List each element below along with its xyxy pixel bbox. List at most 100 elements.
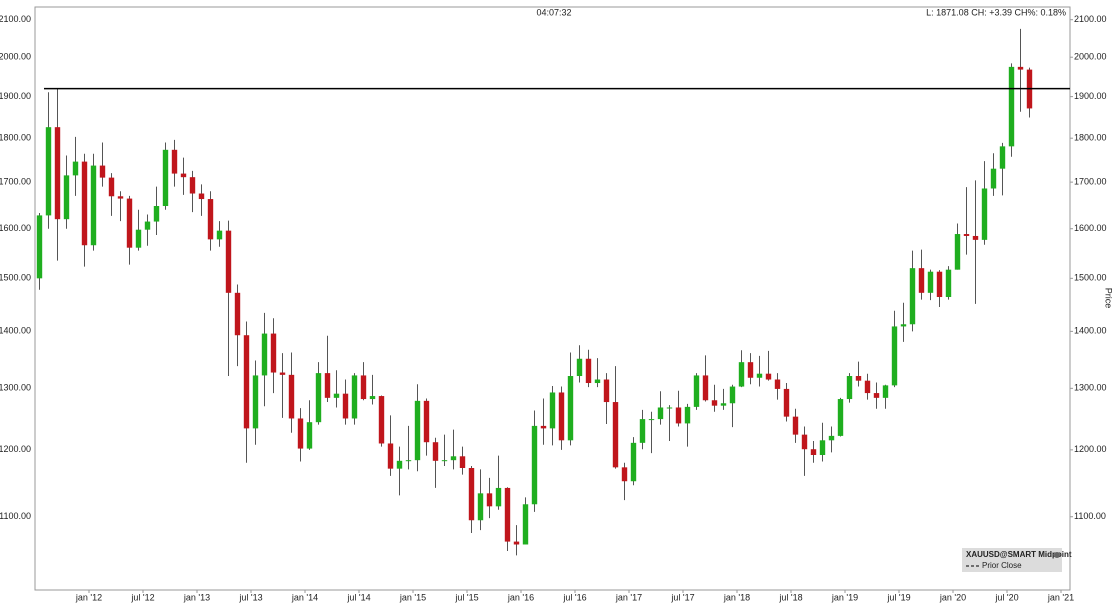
y-tick-label-right: 2000.00 [1074, 52, 1107, 62]
y-tick-label: 1500.00 [0, 273, 31, 283]
status: L: 1871.08 CH: +3.39 CH%: 0.18% [926, 7, 1066, 17]
candle-body [63, 175, 70, 220]
y-tick-label: 1300.00 [0, 383, 31, 393]
candle-body [351, 375, 358, 419]
candle-body [261, 333, 268, 376]
candle-body [918, 268, 925, 293]
candle-body [189, 177, 196, 194]
candle-body [513, 541, 520, 545]
candle-body [288, 374, 295, 419]
candle-body [927, 271, 934, 293]
candle-body [423, 400, 430, 443]
candle-body [279, 372, 286, 375]
candle-body [765, 373, 772, 380]
candle-body [1008, 66, 1015, 147]
y-tick-label-right: 1900.00 [1074, 91, 1107, 101]
x-tick-label: jan '12 [75, 592, 102, 602]
candle-body [315, 373, 322, 423]
x-tick-label: jul '16 [562, 592, 586, 602]
candle-body [549, 392, 556, 429]
candle-body [702, 375, 709, 401]
y-tick-label: 1900.00 [0, 91, 31, 101]
candle-body [162, 149, 169, 207]
candle-body [558, 392, 565, 441]
y-tick-label: 1200.00 [0, 444, 31, 454]
y-tick-label: 1100.00 [0, 511, 31, 521]
candle-body [306, 422, 313, 449]
x-tick-label: jan '17 [615, 592, 642, 602]
candle-body [837, 399, 844, 436]
candle-body [135, 229, 142, 248]
candle-body [270, 333, 277, 373]
x-tick-label: jul '19 [886, 592, 910, 602]
candle-body [432, 442, 439, 461]
x-tick-label: jan '21 [1047, 592, 1074, 602]
candle-body [684, 406, 691, 424]
candle-body [333, 393, 340, 398]
y-tick-label-right: 1600.00 [1074, 223, 1107, 233]
candle-body [126, 198, 133, 248]
candle-body [756, 373, 763, 378]
candle-body [81, 161, 88, 246]
candle-body [180, 173, 187, 178]
candle-body [666, 407, 673, 409]
x-tick-label: jul '18 [778, 592, 802, 602]
y-tick-label-right: 1500.00 [1074, 273, 1107, 283]
x-tick-label: jan '18 [723, 592, 750, 602]
candle-body [639, 419, 646, 443]
plot-frame [34, 6, 1071, 591]
candle-body [477, 493, 484, 521]
candle-body [243, 335, 250, 429]
candle-body [378, 396, 385, 444]
candle-body [954, 234, 961, 270]
candle-body [747, 362, 754, 378]
candle-body [171, 149, 178, 174]
candle-body [657, 407, 664, 420]
candle-body [675, 407, 682, 424]
candle-body [810, 449, 817, 455]
clock: 04:07:32 [536, 7, 571, 17]
candle-body [531, 425, 538, 505]
candle-body [486, 493, 493, 507]
x-tick-label: jan '16 [507, 592, 534, 602]
y-tick-label: 1800.00 [0, 133, 31, 143]
candle-body [414, 400, 421, 461]
candle-body [504, 487, 511, 542]
candle-body [819, 440, 826, 455]
candle-body [387, 443, 394, 469]
candle-body [369, 396, 376, 400]
candle-body [990, 168, 997, 189]
y-tick-label: 1400.00 [0, 326, 31, 336]
candle-body [567, 376, 574, 441]
candle-body [864, 380, 871, 394]
y-tick-label-right: 1800.00 [1074, 133, 1107, 143]
candle-body [648, 419, 655, 421]
candle-body [981, 188, 988, 240]
candle-body [99, 165, 106, 178]
candle-body [90, 165, 97, 246]
y-tick-label-right: 1400.00 [1074, 326, 1107, 336]
candle-body [36, 215, 43, 279]
candle-body [405, 460, 412, 462]
candle-body [360, 375, 367, 400]
candle-body [324, 373, 331, 398]
candle-body [963, 234, 970, 236]
candle-body [693, 375, 700, 407]
candle-body [225, 230, 232, 293]
candle-body [252, 375, 259, 429]
candle-body [891, 326, 898, 386]
legend-prior-close: Prior Close [982, 561, 1022, 570]
candle-body [621, 467, 628, 482]
candle-body [936, 271, 943, 298]
candle-body [792, 416, 799, 435]
candle-body [630, 442, 637, 482]
candle-body [540, 425, 547, 429]
candle-body [72, 161, 79, 176]
candle-body [495, 487, 502, 507]
y-tick-label: 2100.00 [0, 14, 31, 24]
y-tick-label-right: 1700.00 [1074, 177, 1107, 187]
candle-body [396, 460, 403, 469]
x-tick-label: jul '20 [994, 592, 1018, 602]
x-tick-label: jan '20 [939, 592, 966, 602]
